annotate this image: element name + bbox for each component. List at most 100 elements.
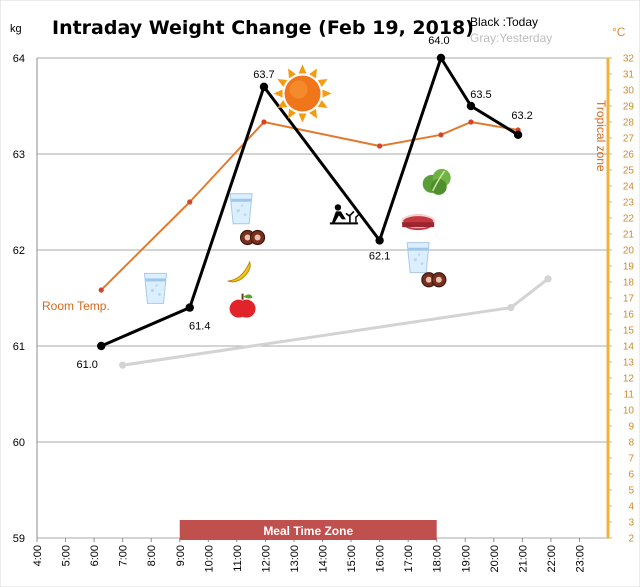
x-tick-label: 12:00	[260, 545, 272, 573]
x-tick-label: 7:00	[118, 545, 130, 566]
y2-tick-label: 25	[623, 166, 635, 177]
y2-tick-label: 2	[628, 534, 634, 545]
y2-tick-label: 23	[623, 198, 635, 209]
series-point	[544, 275, 552, 283]
legend-yesterday: Gray:Yesterday	[470, 31, 552, 45]
data-label: 63.7	[253, 69, 274, 81]
y2-tick-label: 13	[623, 358, 635, 369]
y2-tick-label: 22	[623, 214, 635, 225]
chart-title: Intraday Weight Change (Feb 19, 2018)	[52, 17, 474, 39]
water-glass-icon	[229, 193, 253, 225]
y2-tick-label: 11	[624, 390, 635, 401]
y2-tick-label: 17	[623, 294, 635, 305]
x-tick-label: 18:00	[432, 545, 444, 573]
y2-tick-label: 16	[623, 310, 635, 321]
x-tick-label: 19:00	[460, 545, 472, 573]
room-temp-label: Room Temp.	[42, 299, 110, 313]
label-layer: 61.0 61.4 63.7 62.1 64.0 63.5 63.2	[77, 35, 533, 371]
meal-time-zone-label: Meal Time Zone	[263, 524, 353, 538]
x-tick-label: 14:00	[318, 545, 330, 573]
x-tick-label: 16:00	[375, 545, 387, 573]
icon-layer	[143, 64, 451, 318]
y2-tick-label: 21	[623, 230, 635, 241]
series-point	[98, 287, 104, 293]
x-tick-label: 22:00	[546, 545, 558, 573]
y2-tick-label: 32	[623, 54, 635, 65]
y-tick-label: 63	[13, 149, 25, 161]
y2-tick-label: 10	[623, 406, 635, 417]
water-glass-icon	[406, 242, 430, 274]
x-tick-label: 11:00	[232, 545, 244, 572]
y2-tick-label: 18	[623, 278, 635, 289]
y2-tick-label: 27	[623, 134, 635, 145]
series-point	[377, 143, 383, 149]
tropical-zone-label: Tropical zone	[594, 100, 608, 172]
series-point	[438, 132, 444, 138]
meat-slices-icon	[421, 272, 447, 288]
y2-tick-label: 5	[628, 486, 634, 497]
grid	[37, 57, 608, 539]
x-tick-label: 23:00	[574, 545, 586, 573]
y-axis-unit: kg	[10, 23, 22, 35]
y2-tick-label: 3	[628, 518, 634, 529]
y2-tick-label: 31	[623, 70, 635, 81]
water-glass-icon	[143, 272, 168, 304]
series-point	[97, 341, 106, 351]
x-tick-label: 5:00	[61, 545, 73, 566]
data-label: 63.2	[511, 110, 532, 122]
y2-tick-label: 12	[623, 374, 635, 385]
data-label: 61.4	[189, 321, 210, 333]
x-tick-label: 4:00	[32, 545, 44, 566]
x-tick-label: 10:00	[203, 545, 215, 573]
y2-tick-label: 26	[623, 150, 635, 161]
data-label: 64.0	[428, 35, 449, 47]
data-label: 62.1	[369, 250, 390, 262]
y-tick-label: 64	[13, 53, 25, 65]
series-point	[513, 130, 523, 139]
series-point	[261, 119, 267, 125]
data-label: 61.0	[77, 359, 98, 371]
x-tick-label: 17:00	[403, 545, 415, 573]
meal-time-zone: Meal Time Zone	[179, 520, 437, 540]
series-point	[259, 82, 269, 92]
series-point	[185, 303, 194, 312]
meat-slices-icon	[239, 229, 266, 246]
series-point	[375, 236, 384, 245]
gardening-person-icon	[329, 204, 360, 225]
y2-tick-label: 4	[628, 502, 634, 513]
y2-tick-label: 8	[628, 438, 634, 449]
y2-tick-label: 29	[623, 102, 635, 113]
x-tick-label: 20:00	[489, 545, 501, 573]
legend-today: Black :Today	[470, 15, 538, 29]
x-tick-label: 8:00	[146, 545, 158, 566]
y-tick-label: 60	[13, 437, 25, 449]
series-point	[436, 53, 446, 63]
x-tick-label: 21:00	[517, 545, 529, 573]
y-tick-label: 59	[13, 533, 25, 545]
sun-icon	[273, 64, 332, 123]
series-point	[119, 361, 127, 369]
series-point	[466, 101, 476, 111]
x-tick-label: 15:00	[346, 545, 358, 573]
y2-tick-label: 24	[623, 182, 635, 193]
series-point	[468, 119, 474, 125]
x-tick-label: 13:00	[289, 545, 301, 573]
y2-tick-label: 15	[623, 326, 635, 337]
steak-icon	[401, 214, 436, 231]
data-label: 63.5	[470, 89, 491, 101]
y2-tick-label: 20	[623, 246, 635, 257]
x-tick-label: 9:00	[175, 545, 187, 566]
y2-tick-label: 14	[623, 342, 635, 353]
y2-axis-unit: °C	[612, 25, 626, 39]
series-layer	[97, 53, 552, 369]
y2-tick-label: 6	[628, 470, 634, 481]
series-point	[507, 304, 515, 312]
apple-icon	[229, 293, 256, 318]
y2-tick-label: 30	[623, 86, 635, 97]
meal-time-zone-bar	[179, 520, 437, 540]
banana-icon	[227, 260, 251, 283]
lettuce-icon	[422, 168, 451, 195]
y2-tick-label: 19	[623, 262, 635, 273]
